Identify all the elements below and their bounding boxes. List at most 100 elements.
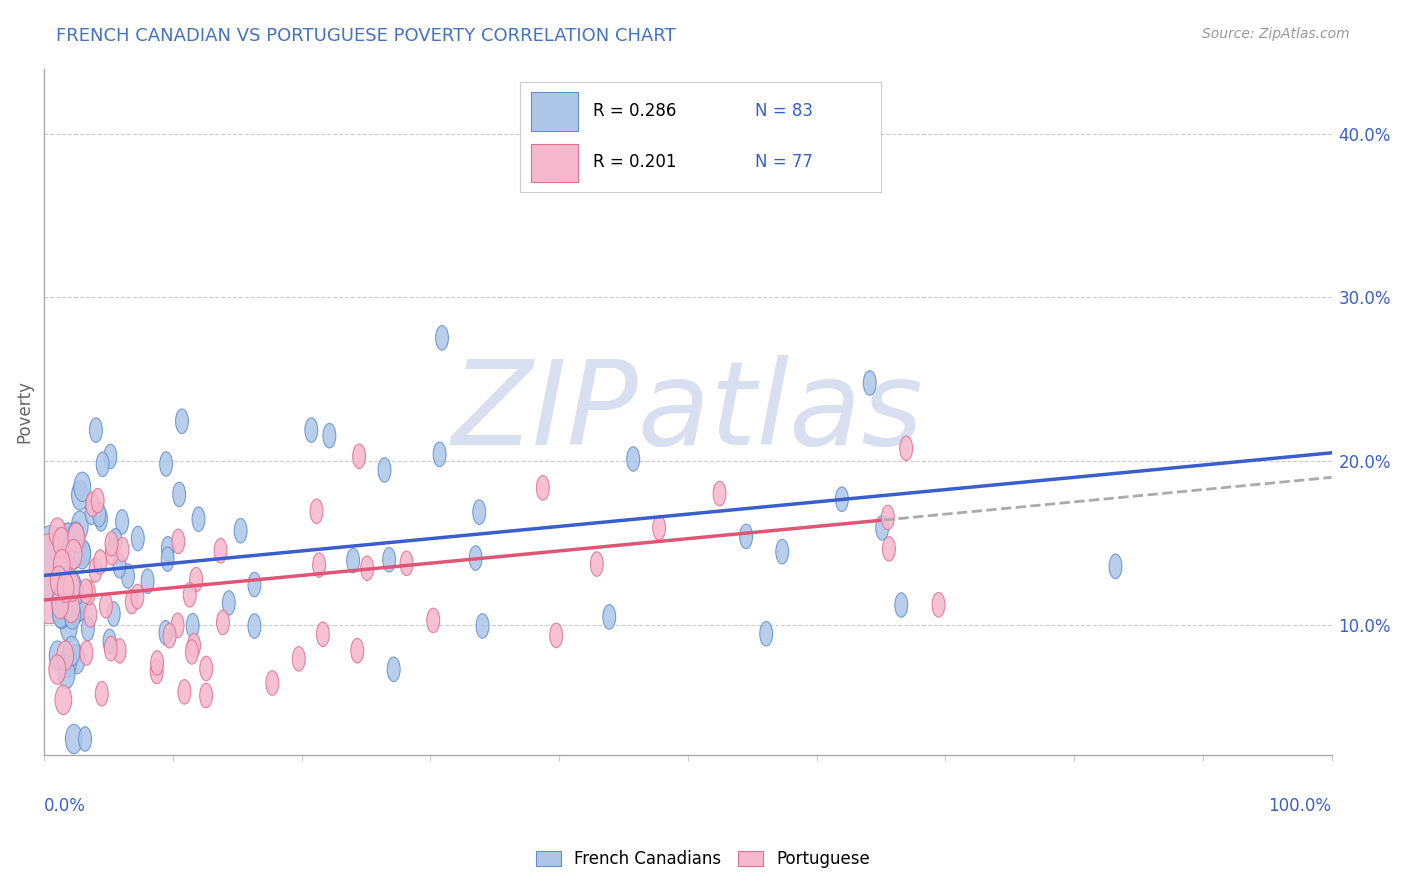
Ellipse shape (110, 529, 122, 553)
Ellipse shape (382, 548, 395, 572)
Ellipse shape (186, 614, 200, 638)
Ellipse shape (316, 622, 329, 647)
Ellipse shape (352, 639, 364, 663)
Ellipse shape (51, 566, 67, 596)
Ellipse shape (53, 549, 70, 579)
Ellipse shape (131, 584, 143, 608)
Ellipse shape (141, 569, 155, 593)
Ellipse shape (84, 500, 98, 524)
Ellipse shape (69, 537, 86, 566)
Ellipse shape (387, 657, 401, 681)
Ellipse shape (150, 650, 163, 675)
Ellipse shape (65, 599, 80, 629)
Ellipse shape (323, 424, 336, 448)
Ellipse shape (105, 541, 118, 566)
Ellipse shape (470, 546, 482, 570)
Ellipse shape (863, 371, 876, 395)
Ellipse shape (160, 451, 173, 476)
Ellipse shape (378, 458, 391, 483)
Ellipse shape (1109, 554, 1122, 579)
Ellipse shape (882, 505, 894, 530)
Ellipse shape (472, 500, 485, 524)
Ellipse shape (235, 518, 247, 543)
Ellipse shape (105, 532, 118, 556)
Ellipse shape (96, 452, 110, 476)
Ellipse shape (603, 605, 616, 629)
Text: 100.0%: 100.0% (1268, 797, 1331, 814)
Ellipse shape (70, 591, 87, 621)
Ellipse shape (835, 487, 848, 511)
Ellipse shape (125, 590, 138, 614)
Ellipse shape (55, 685, 72, 714)
Ellipse shape (52, 599, 69, 628)
Ellipse shape (55, 597, 72, 626)
Ellipse shape (247, 614, 262, 639)
Ellipse shape (63, 636, 80, 665)
Ellipse shape (247, 573, 262, 597)
Ellipse shape (75, 472, 90, 501)
Text: FRENCH CANADIAN VS PORTUGUESE POVERTY CORRELATION CHART: FRENCH CANADIAN VS PORTUGUESE POVERTY CO… (56, 27, 676, 45)
Ellipse shape (77, 541, 90, 566)
Ellipse shape (31, 525, 70, 599)
Ellipse shape (436, 326, 449, 350)
Ellipse shape (75, 540, 90, 569)
Ellipse shape (53, 599, 70, 629)
Ellipse shape (49, 641, 66, 671)
Ellipse shape (176, 409, 188, 434)
Ellipse shape (114, 639, 127, 663)
Ellipse shape (883, 537, 896, 561)
Ellipse shape (932, 592, 945, 617)
Ellipse shape (56, 549, 73, 578)
Ellipse shape (63, 542, 80, 572)
Ellipse shape (292, 647, 305, 671)
Text: ZIPatlas: ZIPatlas (451, 355, 924, 469)
Ellipse shape (311, 499, 323, 524)
Ellipse shape (266, 671, 278, 695)
Ellipse shape (121, 564, 135, 589)
Text: 0.0%: 0.0% (44, 797, 86, 814)
Ellipse shape (82, 616, 94, 640)
Ellipse shape (65, 540, 82, 569)
Ellipse shape (759, 622, 773, 646)
Ellipse shape (93, 502, 105, 527)
Ellipse shape (67, 577, 83, 607)
Ellipse shape (104, 636, 117, 661)
Ellipse shape (60, 613, 77, 642)
Ellipse shape (115, 509, 128, 534)
Ellipse shape (66, 724, 82, 754)
Ellipse shape (163, 624, 176, 648)
Ellipse shape (537, 475, 550, 500)
Ellipse shape (58, 573, 75, 602)
Ellipse shape (186, 640, 198, 665)
Ellipse shape (776, 540, 789, 564)
Ellipse shape (222, 591, 235, 615)
Ellipse shape (876, 516, 889, 541)
Legend: French Canadians, Portuguese: French Canadians, Portuguese (529, 844, 877, 875)
Ellipse shape (200, 683, 212, 708)
Ellipse shape (361, 556, 374, 581)
Ellipse shape (52, 590, 69, 619)
Ellipse shape (86, 492, 98, 516)
Ellipse shape (79, 727, 91, 751)
Ellipse shape (49, 518, 66, 548)
Ellipse shape (652, 516, 665, 541)
Ellipse shape (172, 613, 184, 638)
Ellipse shape (894, 592, 908, 617)
Ellipse shape (72, 481, 89, 510)
Ellipse shape (591, 552, 603, 576)
Ellipse shape (347, 549, 360, 573)
Ellipse shape (52, 587, 69, 616)
Ellipse shape (162, 547, 174, 572)
Ellipse shape (159, 621, 172, 645)
Ellipse shape (401, 551, 413, 575)
Ellipse shape (58, 659, 75, 689)
Ellipse shape (53, 527, 70, 557)
Ellipse shape (49, 655, 66, 684)
Ellipse shape (214, 539, 226, 563)
Ellipse shape (96, 681, 108, 706)
Ellipse shape (433, 442, 446, 467)
Ellipse shape (72, 511, 89, 541)
Ellipse shape (63, 572, 80, 601)
Ellipse shape (83, 581, 96, 605)
Ellipse shape (67, 522, 84, 551)
